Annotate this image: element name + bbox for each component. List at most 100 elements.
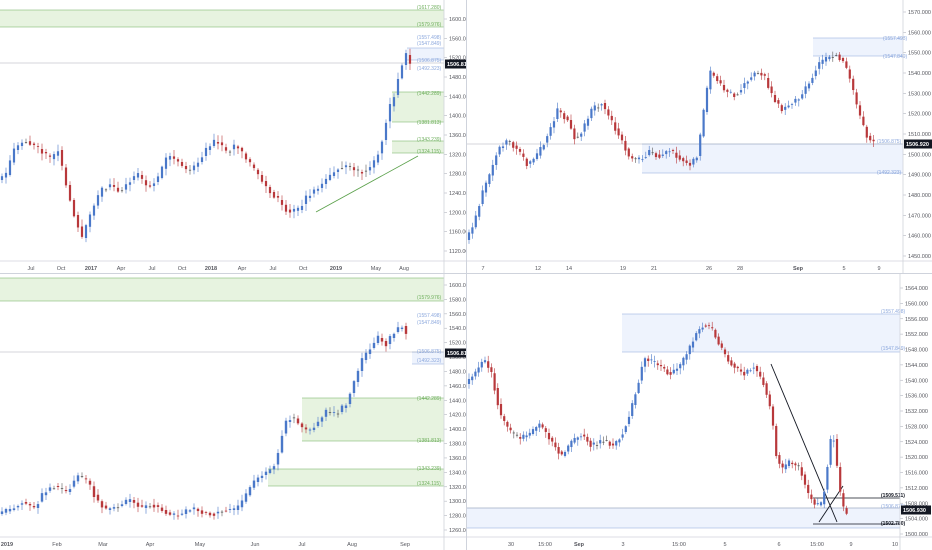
candle-body	[404, 326, 408, 334]
candle-body	[736, 94, 739, 96]
candle-body	[140, 505, 144, 507]
time-scale-label: Oct	[178, 266, 187, 272]
chart-top-left-svg[interactable]: (1617.280) (1579.976) (1557.498)(1547.849)…	[0, 0, 466, 273]
candle-body	[709, 70, 712, 90]
candle-body	[228, 151, 232, 153]
candle-body	[336, 413, 340, 415]
price-scale-label: 1532.000	[905, 409, 928, 415]
candle-body	[736, 366, 739, 369]
green-zone[interactable]	[268, 469, 444, 486]
candle-body	[316, 421, 320, 426]
time-scale-label: 14	[566, 266, 572, 272]
green-zone[interactable]	[0, 10, 444, 27]
candle-body	[855, 92, 858, 105]
chart-bottom-right-svg[interactable]: (1557.498) (1547.849) (1509.511) (1506.875)…	[467, 274, 932, 550]
time-scale-label: 6	[777, 542, 780, 548]
price-scale-label: 1320.000	[449, 152, 466, 158]
candle-body	[832, 440, 835, 442]
candle-body	[240, 147, 244, 152]
candle-body	[563, 451, 567, 456]
candle-body	[12, 508, 16, 510]
candle-body	[474, 371, 477, 377]
candle-body	[8, 160, 12, 175]
time-scale-label: 12	[535, 266, 541, 272]
candle-body	[826, 466, 829, 490]
time-scale-label: 2018	[205, 266, 217, 272]
blue-zone[interactable]	[622, 314, 900, 352]
chart-top-right-svg[interactable]: (1557.498) (1547.849) (1506.875) (1492.323)…	[467, 0, 932, 273]
candle-body	[124, 184, 128, 190]
blue-zone[interactable]	[407, 48, 444, 60]
candle-body	[272, 466, 276, 470]
candle-body	[563, 113, 566, 120]
candle-body	[212, 513, 216, 516]
candle-body	[829, 438, 832, 465]
time-scale-label: 30	[508, 542, 514, 548]
trend-line[interactable]	[818, 485, 844, 523]
candle-body	[224, 147, 228, 151]
blue-zone[interactable]	[412, 352, 444, 364]
candle-body	[352, 381, 356, 393]
candle-body	[573, 437, 576, 443]
blue-zone[interactable]	[642, 144, 903, 173]
candle-body	[32, 143, 36, 146]
pane-divider-vertical[interactable]	[466, 0, 467, 550]
candle-body	[184, 509, 188, 514]
candle-body	[116, 507, 120, 509]
candle-body	[498, 146, 501, 155]
candle-body	[467, 378, 471, 384]
chart-pane-top-right[interactable]: (1557.498) (1547.849) (1506.875) (1492.323)…	[467, 0, 932, 273]
candle-body	[620, 134, 624, 141]
candle-body	[136, 173, 140, 178]
price-scale-label: 1500.000	[908, 152, 931, 158]
candle-body	[356, 169, 360, 171]
candle-body	[770, 86, 773, 94]
candle-body	[80, 476, 84, 477]
candle-body	[132, 176, 136, 180]
price-scale-label: 1600.000	[449, 283, 466, 289]
green-zone[interactable]	[302, 398, 444, 441]
candle-body	[252, 164, 256, 169]
candle-body	[484, 182, 488, 193]
candle-body	[546, 136, 549, 143]
candle-body	[312, 427, 316, 430]
blue-zone[interactable]	[813, 38, 903, 56]
candle-body	[320, 183, 324, 188]
chart-pane-bottom-left[interactable]: (1579.976) (1557.498) (1547.849) (1506.875)…	[0, 274, 466, 550]
candle-body	[100, 187, 104, 197]
time-scale-label: Oct	[57, 266, 66, 272]
green-zone[interactable]	[392, 141, 444, 153]
level-label: (1506.875)	[877, 139, 902, 145]
candle-body	[288, 420, 292, 422]
candle-body	[714, 329, 717, 338]
price-scale-label: 1560.000	[449, 312, 466, 318]
candle-body	[36, 504, 40, 508]
candle-body	[733, 93, 736, 97]
candle-body	[240, 500, 244, 508]
candle-body	[324, 178, 328, 184]
chart-bottom-left-svg[interactable]: (1579.976) (1557.498)(1547.849) (1506.875)…	[0, 274, 466, 550]
candle-body	[862, 116, 865, 126]
candle-body	[722, 85, 726, 91]
chart-pane-top-left[interactable]: (1617.280) (1579.976) (1557.498) (1547.849)…	[0, 0, 466, 273]
price-scale-label: 1280.000	[449, 172, 466, 178]
trend-line[interactable]	[315, 155, 419, 213]
pane-divider-horizontal[interactable]	[0, 273, 932, 274]
candle-body	[828, 56, 831, 60]
green-zone[interactable]	[392, 92, 444, 122]
candle-body	[160, 507, 164, 511]
trend-line[interactable]	[770, 363, 838, 523]
candle-body	[284, 420, 288, 434]
level-label: (1502.780)	[881, 521, 906, 527]
candle-body	[845, 61, 848, 68]
green-zone[interactable]	[0, 278, 444, 301]
candle-body	[296, 207, 300, 211]
price-scale-label: 1280.000	[449, 514, 466, 520]
chart-pane-bottom-right[interactable]: (1557.498) (1547.849) (1509.511) (1506.875)…	[467, 274, 932, 550]
candles	[467, 51, 875, 244]
candle-body	[320, 417, 324, 422]
blue-zone[interactable]	[467, 508, 900, 528]
candle-body	[152, 183, 156, 186]
level-label: (1492.323)	[417, 358, 442, 364]
candle-body	[605, 440, 608, 441]
